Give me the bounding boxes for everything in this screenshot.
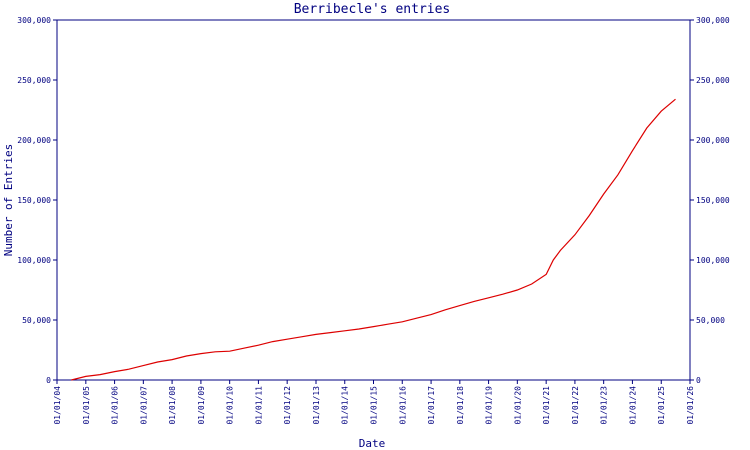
x-tick-label: 01/01/14: [341, 386, 350, 425]
x-tick-label: 01/01/20: [513, 386, 522, 425]
y-tick-label-right: 150,000: [696, 196, 730, 205]
x-tick-label: 01/01/08: [168, 386, 177, 425]
x-tick-label: 01/01/25: [657, 386, 666, 425]
y-tick-label-left: 300,000: [17, 16, 51, 25]
x-tick-label: 01/01/18: [456, 386, 465, 425]
x-tick-label: 01/01/10: [226, 386, 235, 425]
x-tick-label: 01/01/23: [600, 386, 609, 425]
x-axis-label: Date: [359, 437, 386, 450]
x-tick-label: 01/01/04: [53, 386, 62, 425]
x-tick-label: 01/01/16: [398, 386, 407, 425]
y-axis-label: Number of Entries: [2, 144, 15, 257]
y-tick-label-left: 200,000: [17, 136, 51, 145]
x-tick-label: 01/01/22: [571, 386, 580, 425]
y-tick-label-left: 100,000: [17, 256, 51, 265]
y-axis-left: 0 50,000 100,000 150,000 200,000 250,000 300,0…: [17, 16, 57, 385]
x-tick-label: 01/01/24: [628, 386, 637, 425]
chart-title: Berribecle's entries: [294, 2, 451, 17]
y-tick-label-left: 0: [46, 376, 51, 385]
x-tick-label: 01/01/15: [370, 386, 379, 425]
y-tick-label-left: 250,000: [17, 76, 51, 85]
x-tick-label: 01/01/07: [139, 386, 148, 425]
y-tick-label-right: 300,000: [696, 16, 730, 25]
x-tick-label: 01/01/19: [485, 386, 494, 425]
x-tick-label: 01/01/12: [283, 386, 292, 425]
series-line: [71, 98, 676, 381]
x-tick-label: 01/01/06: [111, 386, 120, 425]
x-tick-label: 01/01/21: [542, 386, 551, 425]
series-group: [71, 98, 676, 381]
y-tick-label-left: 150,000: [17, 196, 51, 205]
y-tick-label-right: 200,000: [696, 136, 730, 145]
y-tick-label-right: 0: [696, 376, 701, 385]
x-tick-label: 01/01/09: [197, 386, 206, 425]
x-tick-label: 01/01/05: [82, 386, 91, 425]
x-tick-label: 01/01/13: [312, 386, 321, 425]
y-tick-label-right: 100,000: [696, 256, 730, 265]
x-tick-label: 01/01/26: [686, 386, 695, 425]
y-tick-label-left: 50,000: [22, 316, 51, 325]
x-tick-label: 01/01/17: [427, 386, 436, 425]
x-axis: 01/01/04 01/01/05 01/01/06 01/01/07 01/01/08…: [53, 380, 695, 425]
y-tick-label-right: 50,000: [696, 316, 725, 325]
x-tick-label: 01/01/11: [254, 386, 263, 425]
y-tick-label-right: 250,000: [696, 76, 730, 85]
y-axis-right: 0 50,000 100,000 150,000 200,000 250,000 300,0…: [690, 16, 730, 385]
